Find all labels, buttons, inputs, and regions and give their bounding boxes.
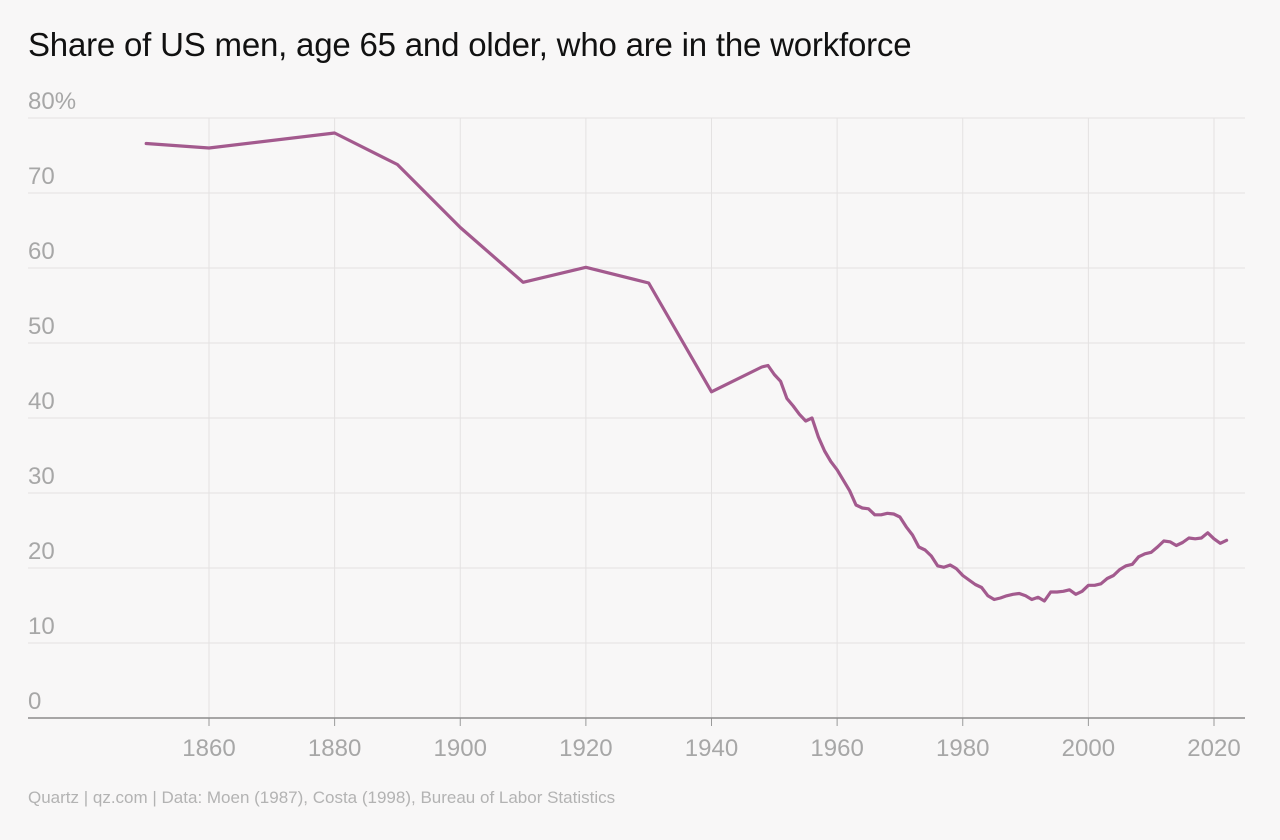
y-tick-label: 20 (28, 538, 55, 565)
x-tick-label: 2020 (1187, 735, 1240, 762)
y-tick-label: 70 (28, 163, 55, 190)
source-note: Quartz | qz.com | Data: Moen (1987), Cos… (28, 788, 616, 807)
y-tick-label: 0 (28, 688, 41, 715)
chart-title: Share of US men, age 65 and older, who a… (28, 26, 912, 63)
tick-labels: 0 10 20 30 40 50 60 70 80% 1860 1880 1900 1920 1940 19… (28, 88, 1241, 762)
x-tick-label: 1900 (434, 735, 487, 762)
x-tick-label: 1860 (182, 735, 235, 762)
y-tick-label: 60 (28, 238, 55, 265)
y-tick-label: 80% (28, 88, 76, 115)
y-tick-label: 10 (28, 613, 55, 640)
y-tick-label: 40 (28, 388, 55, 415)
x-tick-label: 1980 (936, 735, 989, 762)
y-tick-label: 30 (28, 463, 55, 490)
gridlines (28, 117, 1245, 718)
y-tick-label: 50 (28, 313, 55, 340)
x-tick-label: 1940 (685, 735, 738, 762)
x-axis (28, 717, 1245, 726)
x-tick-label: 1920 (559, 735, 612, 762)
x-tick-label: 1960 (810, 735, 863, 762)
series-line (144, 131, 1229, 603)
x-tick-label: 1880 (308, 735, 361, 762)
x-tick-label: 2000 (1062, 735, 1115, 762)
series-layer (144, 131, 1229, 603)
